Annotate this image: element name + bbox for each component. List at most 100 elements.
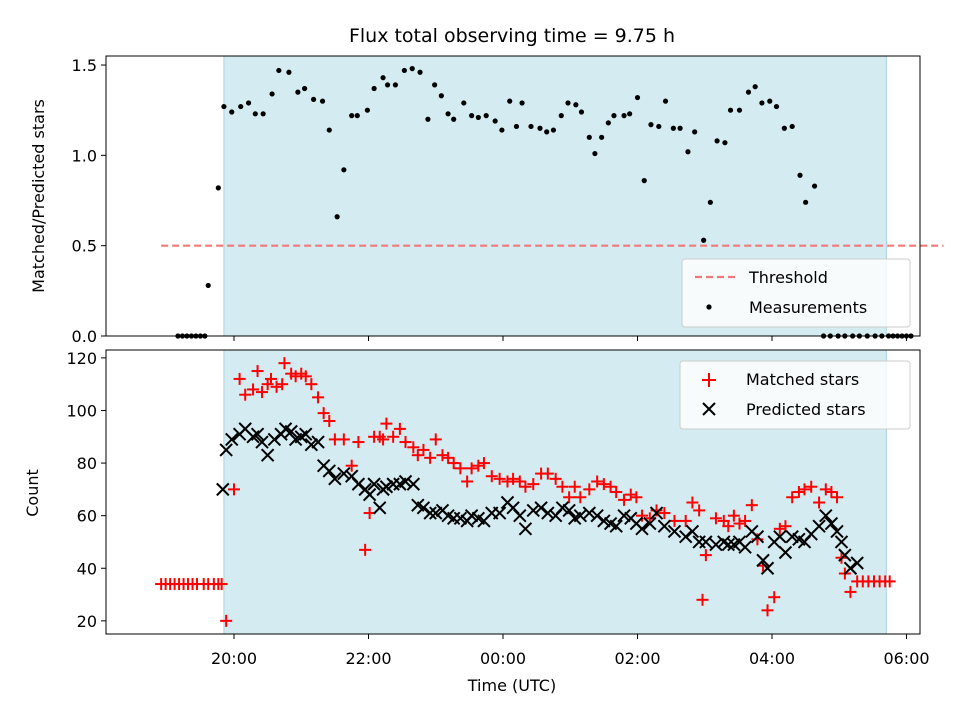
- measurement-point: [627, 111, 633, 117]
- y-tick-label-bottom: 120: [66, 349, 97, 368]
- predicted-point: [219, 443, 233, 457]
- legend-predicted-swatch: [702, 402, 716, 416]
- matched-point: [819, 483, 832, 496]
- measurement-point: [229, 109, 235, 115]
- x-tick-label: 06:00: [883, 649, 929, 668]
- predicted-point: [328, 472, 342, 486]
- counts-panel: 20 40 60 80 100 120 20:00 22:00 00:00 02:00 04:00…: [23, 349, 930, 695]
- measurement-point: [499, 127, 505, 133]
- measurement-point: [797, 172, 803, 178]
- predicted-point: [834, 535, 849, 549]
- matched-point: [380, 417, 393, 430]
- measurement-point: [685, 149, 691, 155]
- matched-point: [686, 496, 699, 509]
- measurement-point: [621, 113, 627, 119]
- measurement-point: [295, 89, 301, 95]
- matched-point: [215, 578, 228, 591]
- measurement-point: [269, 91, 275, 97]
- measurement-point: [714, 138, 720, 144]
- predicted-point: [812, 519, 826, 533]
- matched-point: [220, 614, 233, 627]
- predicted-point: [819, 508, 833, 523]
- predicted-point: [699, 535, 713, 549]
- measurement-point: [380, 75, 386, 81]
- matched-point: [429, 433, 442, 446]
- measurement-point: [599, 134, 605, 140]
- legend-bottom: Matched stars Predicted stars: [679, 360, 911, 430]
- matched-point: [411, 449, 424, 462]
- matched-point: [377, 433, 390, 446]
- ratio-panel: Flux total observing time = 9.75 h 0.0 0.…: [29, 25, 944, 346]
- predicted-point: [526, 503, 540, 518]
- measurement-point: [475, 114, 481, 121]
- predicted-point: [590, 508, 604, 523]
- matched-point: [658, 507, 671, 520]
- measurement-point: [326, 127, 332, 133]
- matched-point: [465, 462, 478, 475]
- measurement-point: [722, 140, 728, 146]
- measurement-point: [252, 111, 258, 117]
- measurement-point: [745, 89, 752, 95]
- measurement-point: [507, 98, 513, 104]
- matched-point: [387, 430, 400, 443]
- matched-point: [568, 480, 581, 493]
- x-tick-label: 22:00: [345, 649, 391, 668]
- x-axis-label: Time (UTC): [467, 676, 556, 695]
- predicted-point: [562, 503, 576, 518]
- measurement-point: [528, 123, 534, 130]
- predicted-point: [541, 506, 555, 520]
- matched-point: [597, 478, 610, 491]
- x-tick-label: 02:00: [614, 649, 660, 668]
- predicted-point: [284, 424, 298, 439]
- predicted-point: [216, 482, 230, 497]
- matched-point: [454, 462, 467, 475]
- measurement-point: [537, 125, 543, 131]
- measurement-point: [752, 84, 758, 90]
- measurement-point: [573, 102, 579, 108]
- matched-point: [779, 520, 792, 533]
- predicted-point: [416, 501, 431, 515]
- matched-point: [399, 436, 412, 449]
- measurement-point: [384, 82, 391, 88]
- measurement-point: [759, 100, 765, 106]
- matched-point: [574, 491, 587, 504]
- predicted-point: [843, 561, 858, 575]
- predicted-point: [250, 427, 265, 441]
- measurement-point: [586, 134, 592, 140]
- matched-point: [472, 459, 485, 472]
- measurement-point: [425, 116, 431, 122]
- measurement-point: [519, 100, 525, 106]
- legend-predicted-label: Predicted stars: [746, 400, 866, 419]
- predicted-point: [492, 506, 507, 520]
- measurement-point: [354, 113, 360, 119]
- measurement-point: [811, 183, 818, 189]
- measurement-point: [451, 116, 457, 122]
- measurement-point: [492, 118, 498, 124]
- predicted-point: [518, 522, 533, 536]
- measurement-point: [445, 111, 451, 117]
- predicted-point: [760, 561, 775, 575]
- y-tick-label-bottom: 80: [77, 454, 97, 473]
- matched-point: [276, 378, 289, 391]
- y-axis-label-bottom: Count: [23, 469, 42, 517]
- measurement-point: [432, 82, 438, 88]
- predicted-point: [367, 477, 381, 491]
- measurement-point: [592, 150, 598, 157]
- y-axis-label-top: Matched/Predicted stars: [29, 99, 48, 293]
- measurement-point: [634, 94, 641, 101]
- matched-point: [761, 604, 774, 617]
- predicted-point: [643, 516, 657, 531]
- matched-point: [549, 472, 562, 485]
- x-tick-label: 04:00: [749, 649, 795, 668]
- matched-point: [247, 383, 260, 396]
- predicted-point: [721, 537, 735, 552]
- measurement-point: [656, 123, 662, 130]
- predicted-point: [773, 529, 787, 544]
- measurement-point: [221, 103, 227, 110]
- predicted-point: [582, 506, 597, 520]
- predicted-point: [635, 522, 649, 536]
- measurement-point: [245, 100, 252, 106]
- predicted-point: [351, 477, 366, 491]
- predicted-point: [824, 516, 839, 531]
